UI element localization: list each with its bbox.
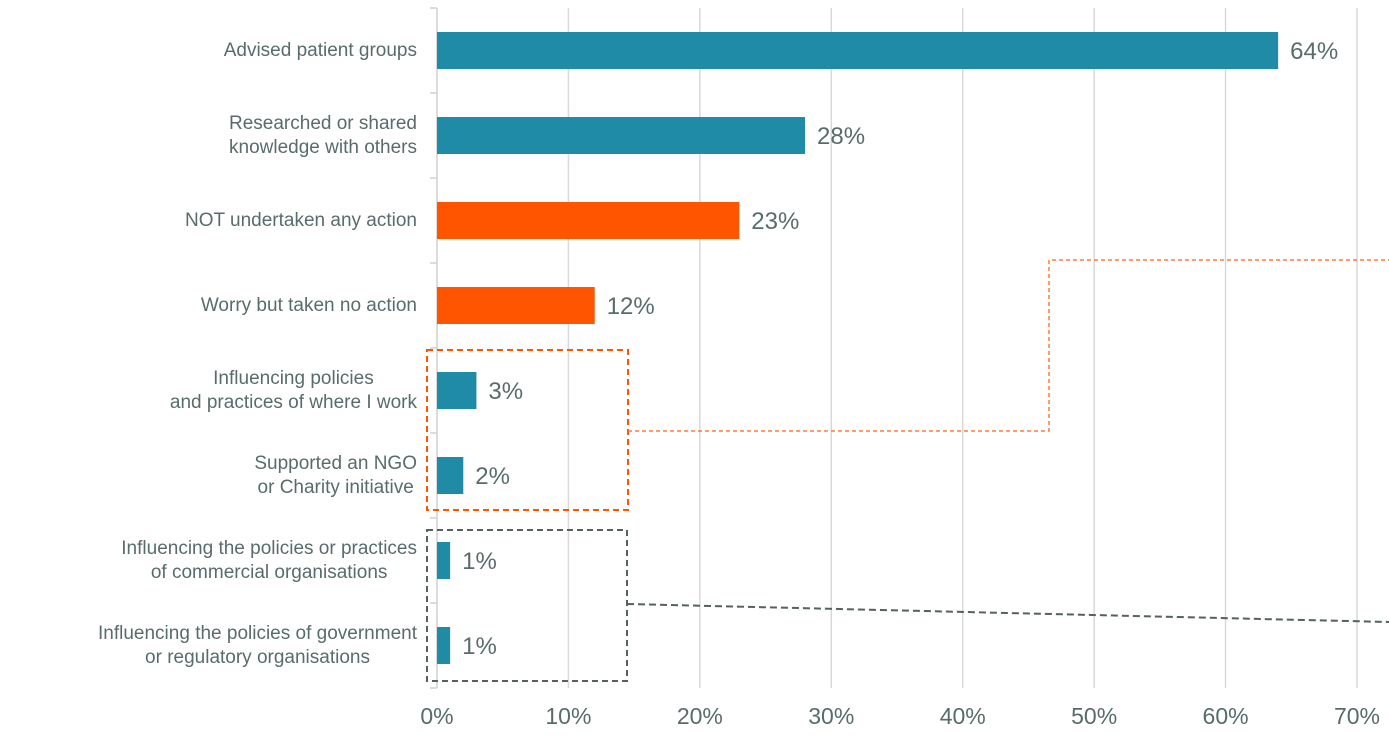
value-label: 1%: [462, 633, 497, 660]
bar: [437, 542, 451, 579]
value-label: 2%: [475, 463, 510, 490]
x-tick-label: 40%: [940, 703, 986, 729]
connector: [626, 603, 1389, 623]
y-tick-label: Advised patient groups: [223, 39, 417, 61]
bar: [437, 202, 740, 239]
x-tick-label: 0%: [420, 703, 453, 729]
value-label: 1%: [462, 548, 497, 575]
value-label: 3%: [488, 378, 523, 405]
bar: [437, 117, 805, 154]
value-label: 64%: [1290, 38, 1338, 65]
bar: [437, 287, 595, 324]
y-tick-label: Supported an NGO or Charity initiative: [254, 452, 417, 498]
x-tick-label: 30%: [808, 703, 854, 729]
value-label: 23%: [751, 208, 799, 235]
y-tick-label: Influencing policies and practices of wh…: [169, 367, 417, 413]
connector: [628, 259, 1389, 432]
bar: [437, 372, 477, 409]
highlight-box: [426, 349, 629, 511]
y-tick-label: Worry but taken no action: [200, 294, 417, 316]
x-tick-label: 50%: [1071, 703, 1117, 729]
bar: [437, 627, 451, 664]
x-tick-label: 70%: [1334, 703, 1380, 729]
value-label: 12%: [607, 293, 655, 320]
value-label: 28%: [817, 123, 865, 150]
bar: [437, 457, 464, 494]
highlight-box: [426, 529, 628, 682]
bar: [437, 32, 1279, 69]
y-tick-label: NOT undertaken any action: [184, 209, 417, 231]
y-tick-label: Researched or shared knowledge with othe…: [229, 112, 417, 158]
x-tick-label: 10%: [545, 703, 591, 729]
y-tick-label: Influencing the policies or practices of…: [121, 537, 417, 583]
x-tick-label: 60%: [1203, 703, 1249, 729]
x-tick-label: 20%: [677, 703, 723, 729]
y-tick-label: Influencing the policies of government o…: [98, 622, 417, 668]
